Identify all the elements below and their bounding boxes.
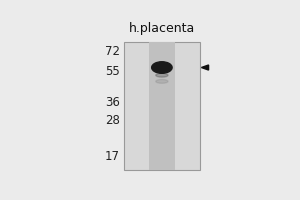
Text: h.placenta: h.placenta — [129, 22, 195, 35]
FancyBboxPatch shape — [149, 42, 175, 170]
Polygon shape — [201, 65, 208, 70]
Ellipse shape — [152, 62, 172, 73]
FancyBboxPatch shape — [124, 42, 200, 170]
Text: 17: 17 — [105, 150, 120, 163]
Text: 36: 36 — [105, 96, 120, 109]
Ellipse shape — [156, 79, 168, 83]
Ellipse shape — [156, 73, 168, 77]
Text: 55: 55 — [105, 65, 120, 78]
Text: 72: 72 — [105, 45, 120, 58]
Text: 28: 28 — [105, 114, 120, 127]
